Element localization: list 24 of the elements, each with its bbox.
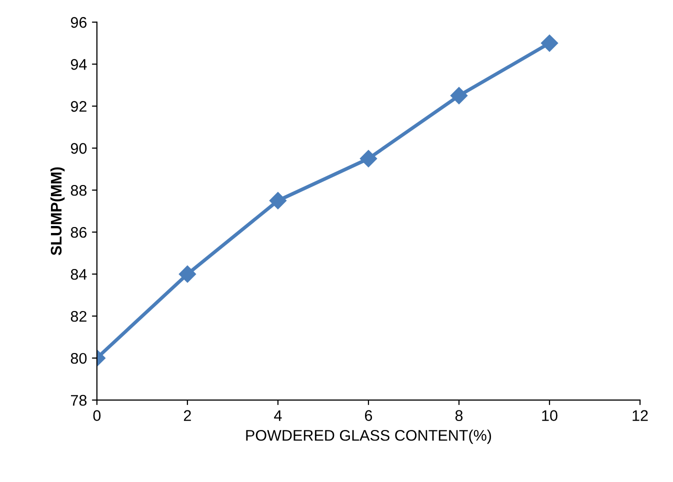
x-tick-label: 6 <box>364 410 372 422</box>
y-tick-label: 80 <box>70 352 87 364</box>
y-axis-title: SLUMP(MM) <box>50 167 65 256</box>
x-tick-label: 8 <box>455 410 463 422</box>
x-tick-label: 10 <box>542 410 558 422</box>
x-tick-label: 2 <box>184 410 191 421</box>
point <box>540 34 558 52</box>
y-tick-label: 88 <box>70 184 87 196</box>
x-tick-label: 12 <box>632 410 648 421</box>
y-tick-label: 94 <box>70 59 87 70</box>
point <box>269 192 286 210</box>
y-tick-label: 86 <box>70 226 87 238</box>
y-tick-label: 82 <box>70 310 86 322</box>
x-axis-title: POWDERED GLASS CONTENT(%) <box>246 430 492 444</box>
x-tick-label: 0 <box>93 410 101 422</box>
point <box>360 150 378 168</box>
y-tick-label: 84 <box>70 268 87 280</box>
y-tick-label: 96 <box>70 17 87 28</box>
y-tick-label: 90 <box>70 143 87 154</box>
y-tick-label: 92 <box>70 101 86 112</box>
x-tick-label: 4 <box>274 410 282 421</box>
point <box>178 266 196 283</box>
point <box>450 87 468 104</box>
y-tick-label: 78 <box>70 394 87 406</box>
